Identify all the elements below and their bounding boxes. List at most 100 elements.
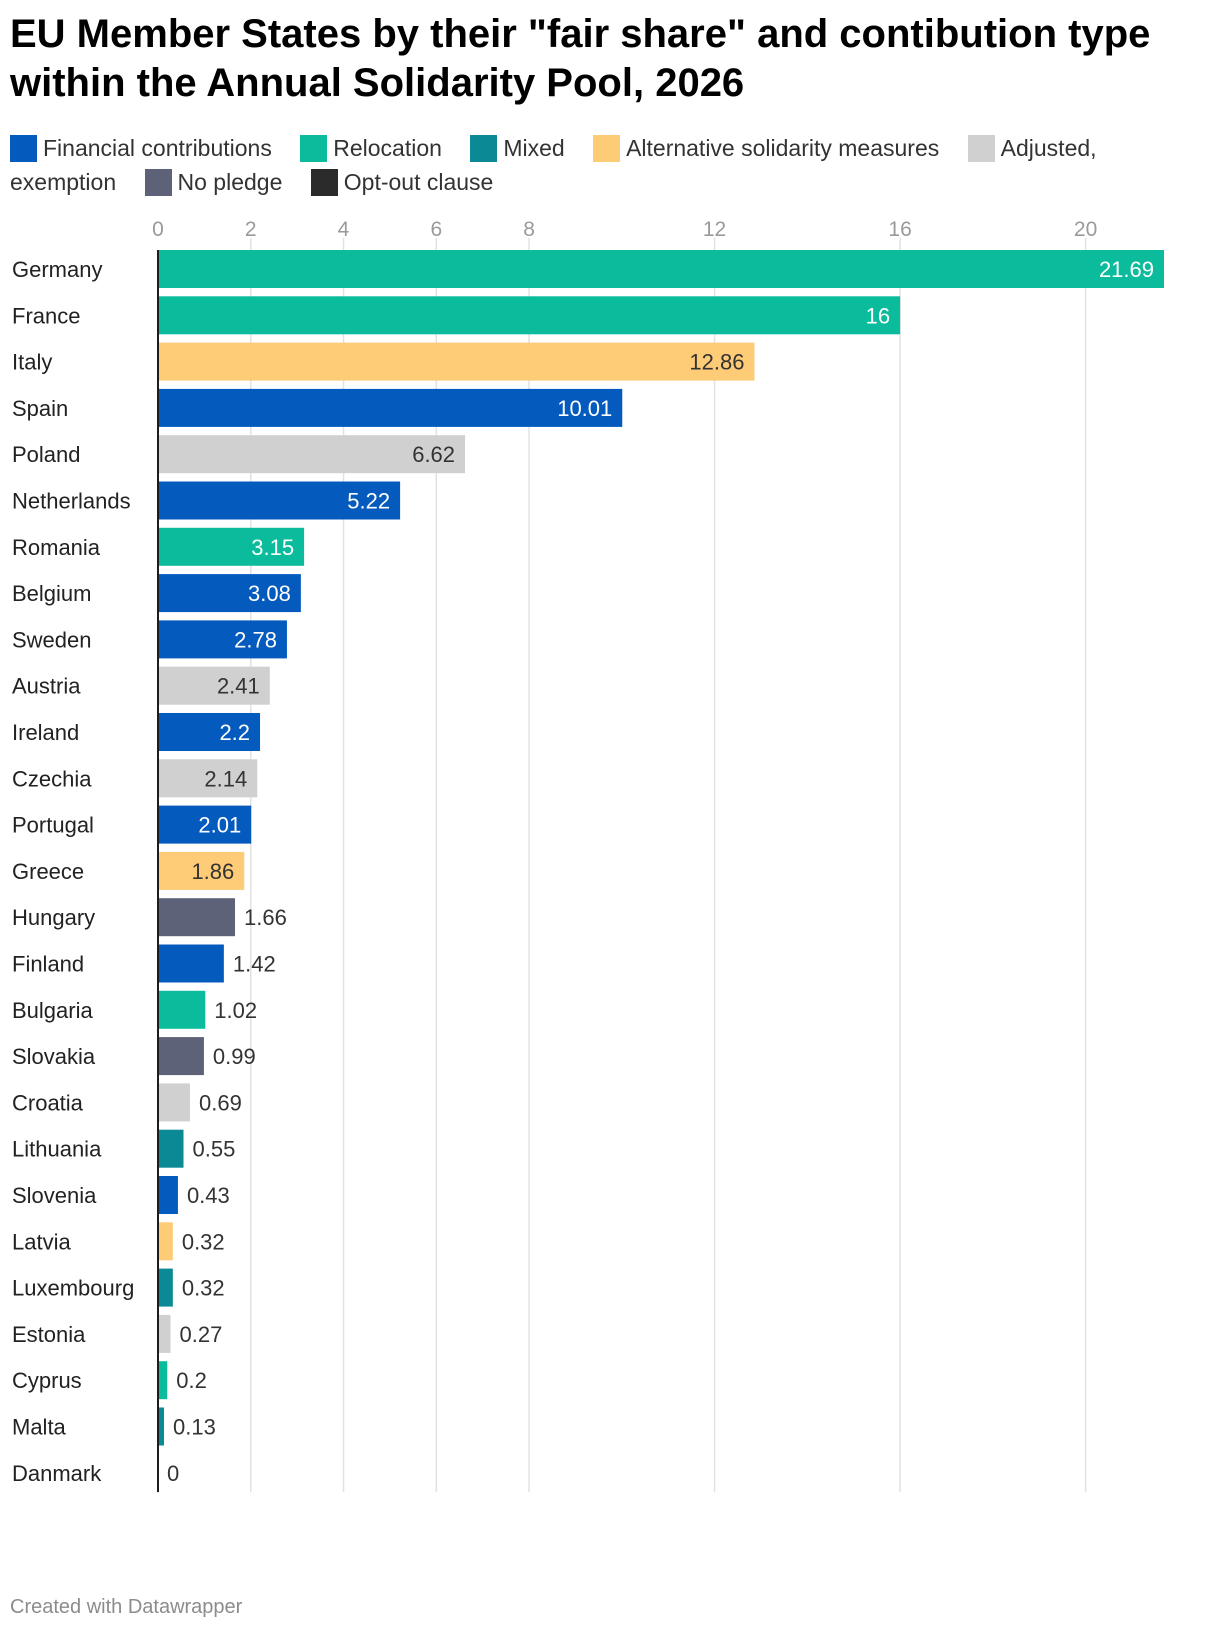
bar [158,1037,204,1076]
bar [158,851,245,890]
bar [158,296,901,335]
value-label: 21.69 [1099,257,1154,282]
category-label: Finland [12,952,84,977]
value-label: 0.13 [173,1415,216,1440]
bar [158,1268,173,1307]
legend-swatch [300,135,328,162]
category-label: France [12,303,80,328]
bar [158,574,301,613]
bar [158,944,224,983]
bar [158,898,235,937]
category-label: Estonia [12,1322,86,1347]
category-label: Portugal [12,813,94,838]
bar [158,1129,184,1168]
bar [158,713,261,751]
legend-item-mixed: Mixed [470,135,586,162]
x-tick-label: 12 [703,218,726,241]
value-label: 16 [866,303,890,328]
category-label: Belgium [12,581,91,606]
value-label: 0.43 [187,1183,230,1208]
category-label: Hungary [12,905,95,930]
bar [158,250,1164,288]
x-tick-label: 8 [523,218,535,241]
category-label: Germany [12,257,102,282]
bar [158,388,623,427]
category-label: Slovenia [12,1183,97,1208]
bar [158,1176,178,1214]
value-label: 2.78 [234,627,277,652]
value-label: 0 [167,1461,179,1486]
legend-swatch [144,169,172,196]
category-label: Czechia [12,766,92,791]
x-tick-label: 2 [245,218,257,241]
bar [158,990,206,1029]
category-label: Bulgaria [12,998,93,1023]
category-label: Poland [12,442,81,467]
category-label: Sweden [12,627,92,652]
bar [158,481,401,520]
legend-label: Adjusted, exemption [10,135,1097,195]
legend-label: Alternative solidarity measures [626,135,940,161]
legend-swatch [593,135,621,162]
value-label: 0.32 [182,1229,225,1254]
bar [158,1407,165,1446]
value-label: 2.2 [219,720,250,745]
value-label: 2.01 [198,813,241,838]
value-label: 2.41 [217,674,260,699]
category-label: Malta [12,1415,67,1440]
category-label: Croatia [12,1090,84,1115]
value-label: 1.86 [191,859,234,884]
category-label: Cyprus [12,1368,82,1393]
category-label: Lithuania [12,1137,102,1162]
value-label: 0.69 [199,1090,242,1115]
bar [158,527,305,566]
bar [158,1083,191,1122]
category-label: Ireland [12,720,79,745]
bar [158,759,258,798]
legend-item-alternative-solidarity-measures: Alternative solidarity measures [593,135,961,162]
category-label: Spain [12,396,68,421]
x-tick-label: 4 [338,218,350,241]
category-label: Latvia [12,1229,71,1254]
bar [158,620,287,659]
category-label: Romania [12,535,101,560]
legend-item-opt-out-clause: Opt-out clause [310,169,516,196]
value-label: 0.27 [180,1322,223,1347]
legend-item-adjusted-exemption: Adjusted, exemption [10,135,1097,195]
bar [158,805,252,844]
legend-item-no-pledge: No pledge [144,169,305,196]
legend-item-financial-contributions: Financial contributions [10,135,294,162]
category-label: Italy [12,350,52,375]
bar [158,1222,173,1261]
bar [158,1361,168,1400]
legend-label: Mixed [503,135,565,161]
value-label: 0.99 [213,1044,256,1069]
category-label: Netherlands [12,489,131,514]
category-label: Danmark [12,1461,102,1486]
bar [158,666,270,705]
value-label: 0.55 [193,1137,236,1162]
legend: Financial contributions Relocation Mixed… [10,131,1210,199]
bar-chart: 0 2 4 6 8 12 16 20 Germany 21.69 France 16 Italy 12.8… [12,218,1164,1493]
x-tick-label: 0 [152,218,164,241]
bar [158,1314,171,1353]
footer-credit: Created with Datawrapper [10,1596,243,1618]
x-tick-label: 16 [888,218,911,241]
category-label: Slovakia [12,1044,96,1069]
legend-label: Relocation [333,135,442,161]
value-label: 10.01 [557,396,612,421]
legend-label: Opt-out clause [343,169,494,195]
x-tick-label: 20 [1074,218,1097,241]
value-label: 2.14 [204,766,247,791]
category-label: Austria [12,674,81,699]
value-label: 5.22 [347,489,390,514]
legend-swatch [310,169,338,196]
chart-title: EU Member States by their "fair share" a… [10,12,1151,105]
value-label: 12.86 [689,350,744,375]
legend-swatch [470,135,498,162]
value-label: 0.2 [176,1368,207,1393]
value-label: 6.62 [412,442,455,467]
legend-swatch [10,135,37,162]
value-label: 0.32 [182,1276,225,1301]
value-label: 3.08 [248,581,291,606]
